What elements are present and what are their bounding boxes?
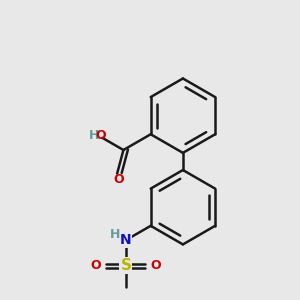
Text: O: O (150, 260, 161, 272)
Text: O: O (113, 173, 124, 186)
Text: O: O (91, 260, 101, 272)
Text: S: S (120, 258, 131, 273)
Text: H: H (110, 229, 120, 242)
Text: O: O (96, 129, 106, 142)
Text: H: H (89, 129, 100, 142)
Text: N: N (120, 233, 132, 247)
